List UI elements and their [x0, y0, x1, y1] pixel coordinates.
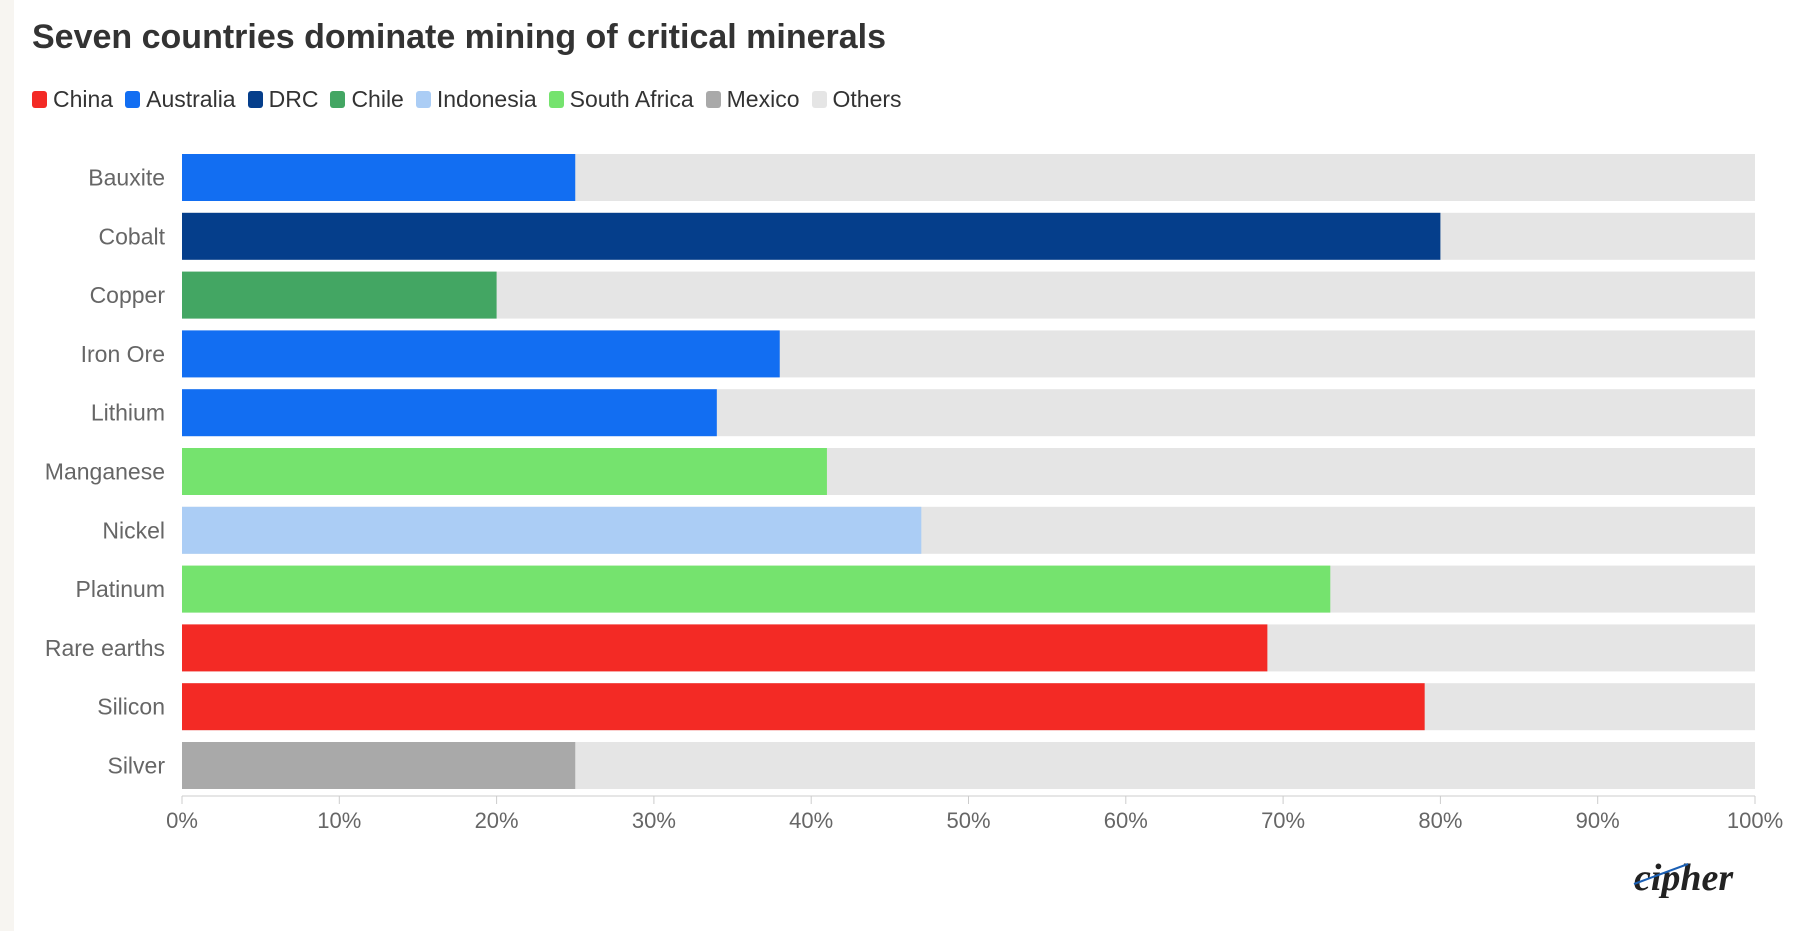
legend-swatch — [247, 90, 263, 108]
legend-swatch — [415, 90, 431, 108]
x-tick-label: 100% — [1727, 808, 1783, 833]
brand-logo: cipher — [1630, 854, 1760, 909]
legend-label: Indonesia — [436, 85, 537, 112]
bar-nickel — [182, 506, 922, 554]
category-label-copper: Copper — [90, 282, 166, 308]
x-tick-label: 70% — [1261, 808, 1305, 833]
legend-label: Others — [832, 85, 902, 112]
legend-label: South Africa — [569, 85, 694, 112]
bar-manganese — [182, 448, 827, 495]
bar-silicon — [182, 683, 1425, 731]
bar-iron-ore — [182, 330, 780, 378]
legend-item-mexico: Mexico — [705, 85, 800, 113]
x-tick-label: 60% — [1104, 808, 1148, 833]
bar-platinum — [182, 565, 1331, 613]
legend-label: China — [53, 85, 114, 112]
bar-bauxite — [182, 154, 576, 201]
legend-item-drc: DRC — [247, 85, 319, 113]
x-tick-label: 0% — [166, 808, 198, 833]
bar-lithium — [182, 389, 717, 437]
x-tick-label: 20% — [475, 808, 519, 833]
category-label-rare-earths: Rare earths — [45, 635, 165, 661]
x-tick-label: 50% — [946, 808, 990, 833]
legend-item-chile: Chile — [330, 85, 404, 113]
category-label-cobalt: Cobalt — [99, 223, 166, 249]
x-tick-label: 10% — [317, 808, 361, 833]
category-label-bauxite: Bauxite — [88, 165, 165, 191]
legend-swatch — [330, 90, 346, 108]
legend-swatch — [548, 90, 564, 108]
category-label-silicon: Silicon — [97, 694, 165, 720]
legend-label: Australia — [146, 85, 236, 112]
legend-swatch — [811, 90, 827, 108]
legend-item-australia: Australia — [125, 85, 236, 113]
category-label-silver: Silver — [107, 753, 165, 779]
chart-legend: China Australia DRC Chile Indonesia South Afr… — [32, 84, 914, 114]
legend-label: Chile — [351, 85, 404, 112]
category-label-iron-ore: Iron Ore — [81, 341, 165, 367]
category-label-lithium: Lithium — [91, 400, 165, 426]
x-tick-label: 80% — [1418, 808, 1462, 833]
x-tick-label: 30% — [632, 808, 676, 833]
legend-label: Mexico — [726, 85, 800, 112]
bar-silver — [182, 742, 576, 789]
bar-cobalt — [182, 212, 1441, 260]
bar-rare-earths — [182, 624, 1268, 672]
legend-label: DRC — [268, 85, 319, 112]
legend-swatch — [125, 90, 141, 108]
x-tick-label: 90% — [1576, 808, 1620, 833]
x-tick-label: 40% — [789, 808, 833, 833]
legend-item-south-africa: South Africa — [548, 85, 694, 113]
legend-swatch — [32, 90, 47, 108]
legend-item-china: China — [32, 86, 113, 113]
cipher-logo-icon: cipher — [1633, 857, 1734, 899]
category-label-manganese: Manganese — [45, 459, 165, 485]
legend-item-indonesia: Indonesia — [415, 85, 537, 113]
legend-item-others: Others — [811, 85, 902, 113]
category-label-platinum: Platinum — [76, 576, 165, 602]
legend-swatch — [705, 90, 721, 108]
category-label-nickel: Nickel — [102, 517, 165, 543]
chart-title: Seven countries dominate mining of criti… — [32, 18, 887, 56]
bar-copper — [182, 271, 497, 319]
